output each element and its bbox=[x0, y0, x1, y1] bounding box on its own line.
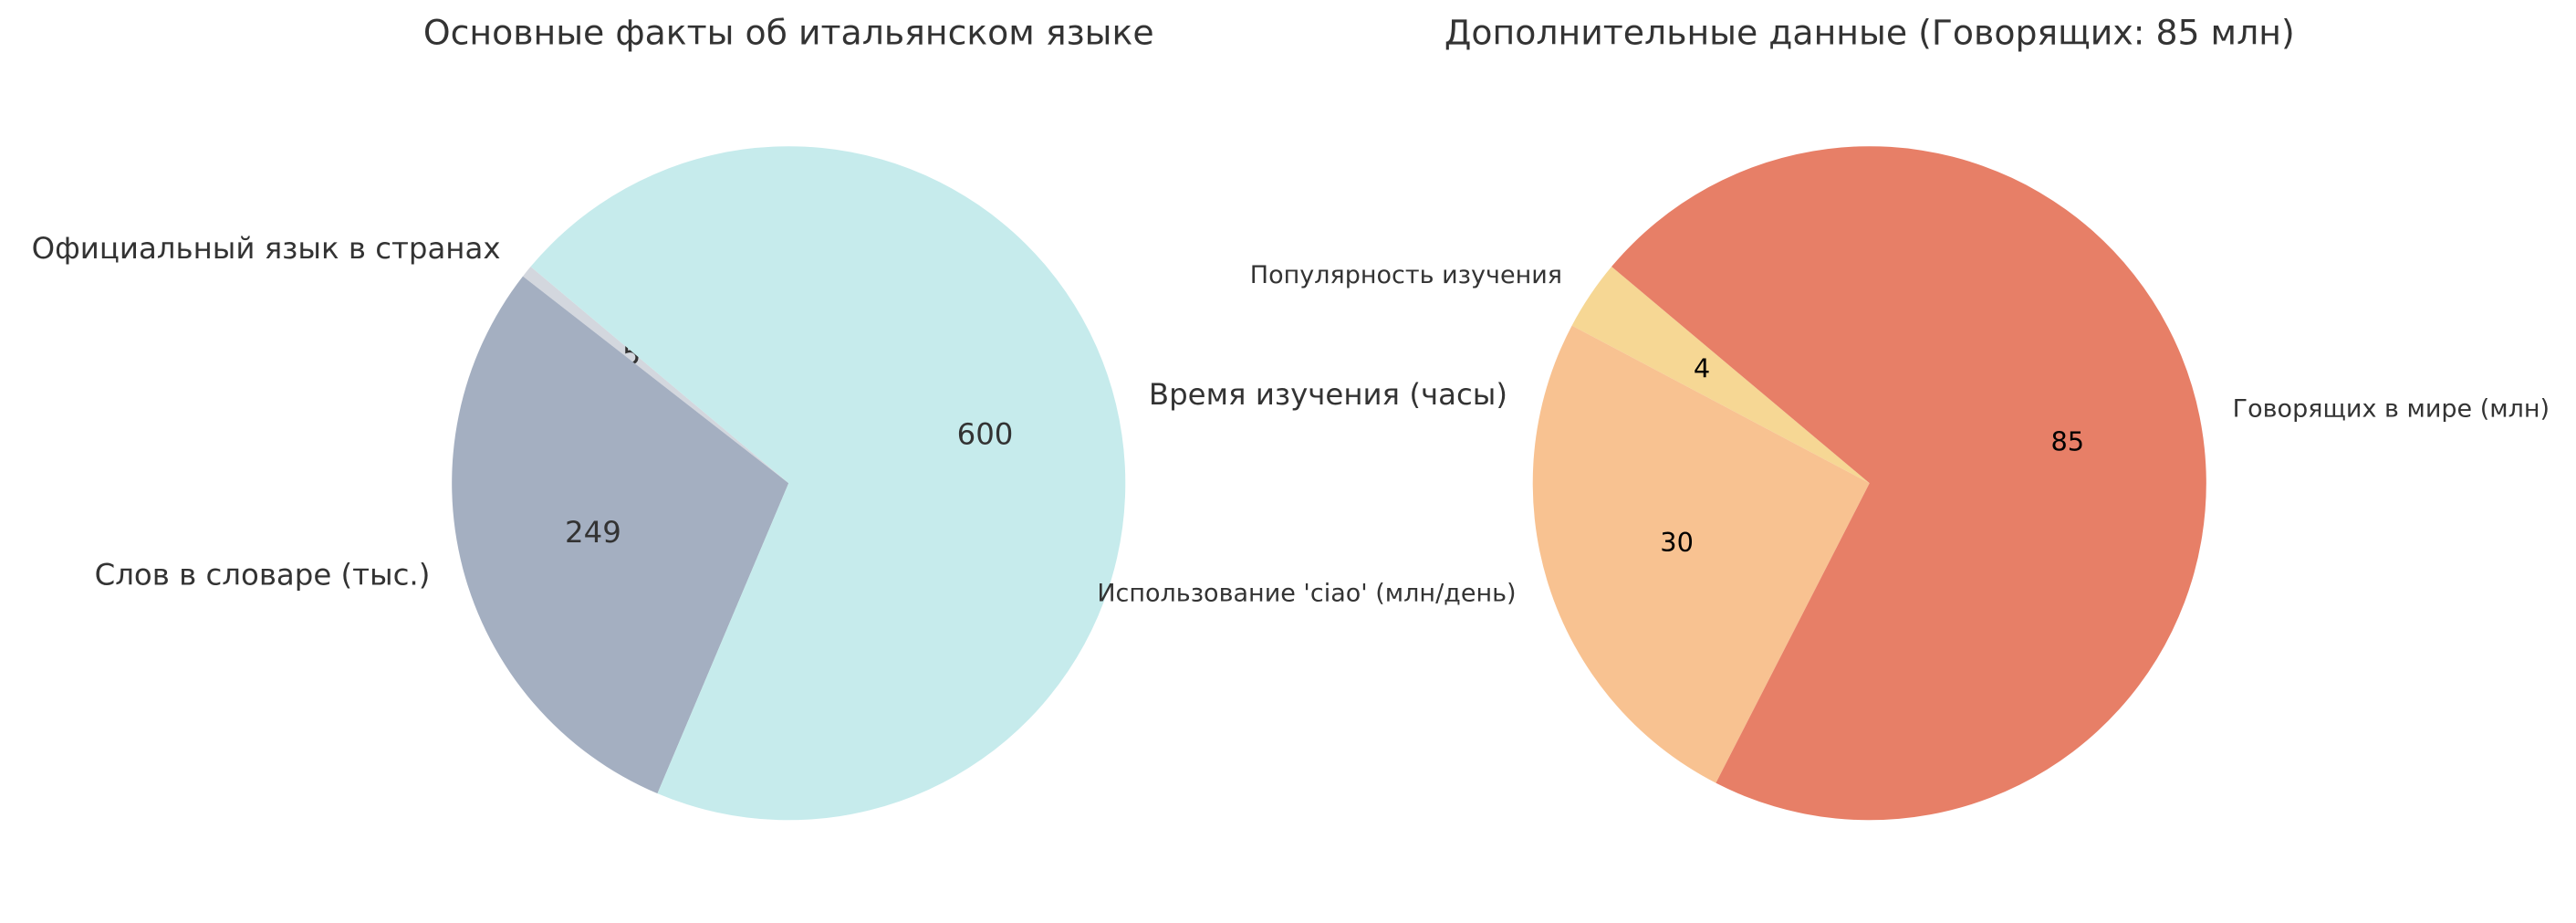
value-label: 4 bbox=[1694, 353, 1710, 384]
value-label: 249 bbox=[565, 515, 621, 550]
slice-label: Использование 'ciao' (млн/день) bbox=[1097, 580, 1516, 608]
slice-label: Говорящих в мире (млн) bbox=[2233, 394, 2550, 423]
chart-title: Основные факты об итальянском языке bbox=[423, 12, 1154, 52]
pie-slice bbox=[1571, 267, 1870, 484]
pie-slice bbox=[452, 276, 789, 794]
slice-label: Время изучения (часы) bbox=[1149, 377, 1507, 412]
slice-label: Официальный язык в странах bbox=[32, 231, 501, 266]
slice-label: Слов в словаре (тыс.) bbox=[95, 558, 431, 593]
pie-slice bbox=[1611, 146, 2206, 821]
pie-slice bbox=[530, 146, 1126, 821]
value-label: 85 bbox=[2050, 425, 2084, 456]
chart-title: Дополнительные данные (Говорящих: 85 млн… bbox=[1444, 12, 2295, 52]
pie-slice bbox=[1532, 325, 1870, 783]
pie-slice bbox=[522, 267, 789, 484]
value-label: 30 bbox=[1660, 527, 1694, 558]
value-label: 600 bbox=[957, 416, 1014, 451]
slice-label: Популярность изучения bbox=[1250, 261, 1562, 289]
